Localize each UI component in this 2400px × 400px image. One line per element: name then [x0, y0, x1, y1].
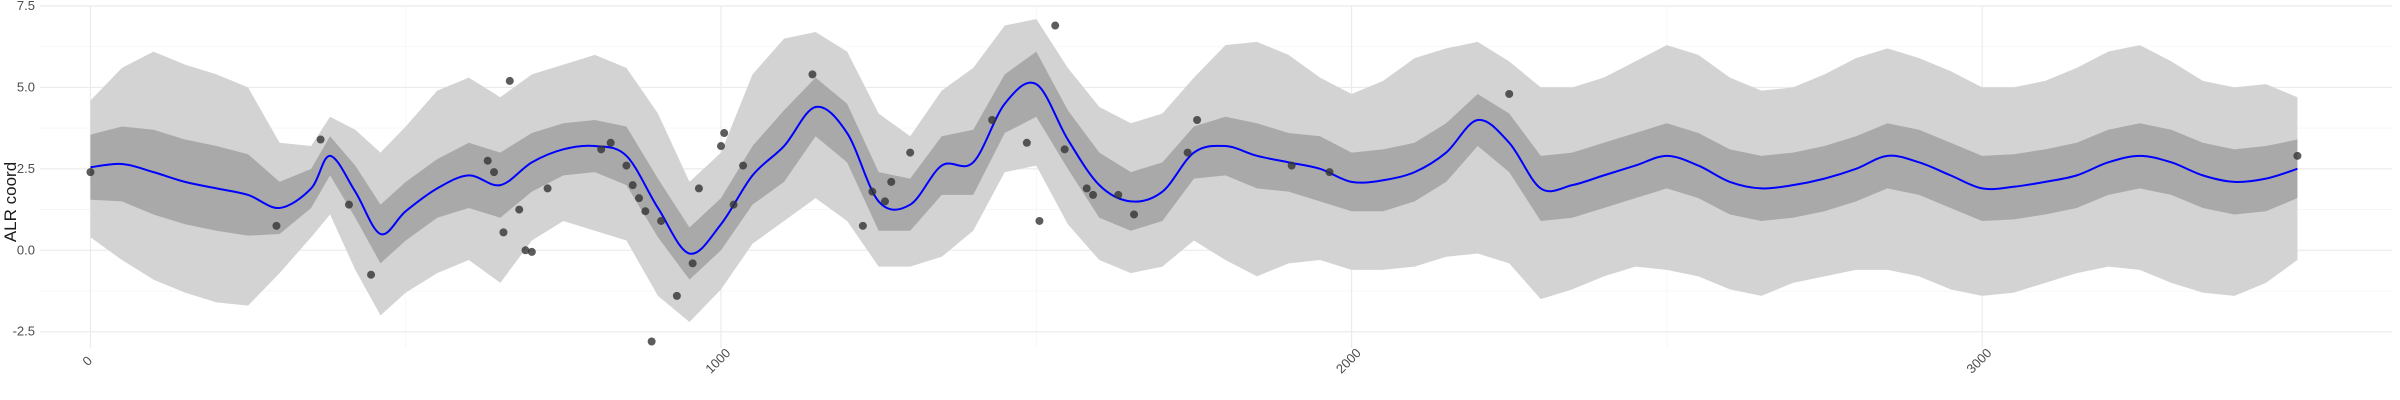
data-point	[1082, 184, 1091, 193]
data-point	[880, 197, 889, 206]
data-point	[272, 221, 281, 230]
data-point	[1130, 210, 1139, 219]
data-point	[1505, 89, 1514, 98]
data-point	[521, 246, 530, 255]
data-point	[694, 184, 703, 193]
data-point	[1060, 145, 1069, 154]
data-point	[622, 161, 631, 170]
data-point	[688, 259, 697, 268]
x-tick-label: 2000	[1333, 345, 1364, 376]
data-point	[1089, 190, 1098, 199]
x-tick-label: 1000	[702, 345, 733, 376]
y-tick-label: 2.5	[17, 161, 35, 176]
x-tick-label: 0	[79, 353, 95, 369]
data-point	[1022, 138, 1031, 147]
credible-bands	[90, 19, 2298, 322]
data-point	[527, 247, 536, 256]
data-point	[86, 168, 95, 177]
data-point	[1051, 21, 1060, 30]
data-point	[505, 76, 514, 85]
data-point	[657, 216, 666, 225]
data-point	[647, 337, 656, 346]
data-point	[672, 291, 681, 300]
data-point	[499, 228, 508, 237]
data-point	[739, 161, 748, 170]
data-point	[1035, 216, 1044, 225]
mean-line	[90, 81, 2298, 255]
data-point	[628, 181, 637, 190]
y-tick-label: 0.0	[17, 242, 35, 257]
data-point	[597, 145, 606, 154]
data-point	[483, 156, 492, 165]
data-point	[717, 142, 726, 151]
data-point	[887, 177, 896, 186]
data-point	[367, 270, 376, 279]
data-point	[1183, 148, 1192, 157]
y-axis-title: ALR coord	[1, 162, 20, 242]
data-point	[720, 129, 729, 138]
y-tick-label: 7.5	[17, 0, 35, 13]
data-point	[344, 200, 353, 209]
data-point	[515, 205, 524, 214]
data-point	[729, 200, 738, 209]
observed-points	[86, 21, 2302, 346]
data-point	[2293, 151, 2302, 160]
data-point	[808, 70, 817, 79]
mean-line-group	[90, 81, 2298, 255]
data-point	[858, 221, 867, 230]
data-point	[1287, 161, 1296, 170]
data-point	[641, 207, 650, 216]
data-point	[868, 187, 877, 196]
data-point	[988, 116, 997, 124]
data-point	[490, 168, 499, 177]
data-point	[606, 138, 615, 147]
data-point	[1325, 168, 1334, 177]
y-tick-label: -2.5	[13, 324, 35, 339]
y-tick-label: 5.0	[17, 79, 35, 94]
data-point	[906, 148, 915, 157]
inner-credible-band	[90, 51, 2298, 280]
data-point	[1193, 116, 1202, 124]
x-tick-label: 3000	[1963, 345, 1994, 376]
data-point	[1114, 190, 1123, 199]
data-point	[635, 194, 644, 203]
data-point	[543, 184, 552, 193]
data-point	[316, 135, 325, 144]
